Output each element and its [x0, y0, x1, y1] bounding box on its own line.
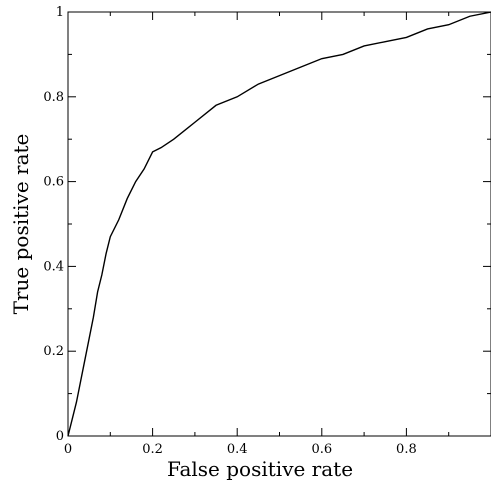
- x-tick-label: 0.2: [142, 442, 163, 457]
- y-tick-label: 0.4: [43, 259, 64, 274]
- y-tick-label: 0.2: [43, 344, 64, 359]
- x-tick-label: 0.6: [311, 442, 332, 457]
- y-axis-label: True positive rate: [9, 134, 33, 315]
- x-tick-label: 0.8: [396, 442, 417, 457]
- y-tick-label: 0: [56, 429, 64, 444]
- axis-ticks: [67, 11, 491, 437]
- x-tick-label: 0.4: [227, 442, 248, 457]
- y-tick-label: 0.8: [43, 90, 64, 105]
- tick-labels: 0 0.2 0.4 0.6 0.8 0 0.2 0.4 0.6 0.8 1: [43, 5, 416, 457]
- y-tick-label: 1: [56, 5, 64, 20]
- x-axis-label: False positive rate: [167, 457, 353, 481]
- y-tick-label: 0.6: [43, 175, 64, 190]
- roc-curve: [67, 11, 491, 437]
- x-tick-label: 0: [64, 442, 72, 457]
